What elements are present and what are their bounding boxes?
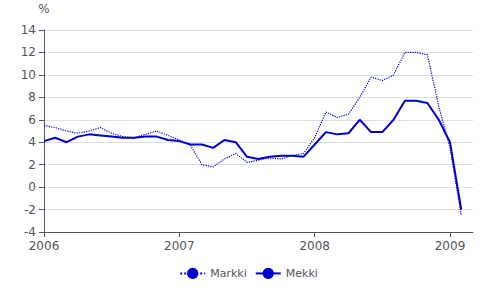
svg-text:6: 6 <box>28 113 36 127</box>
svg-text:2006: 2006 <box>29 239 60 253</box>
svg-text:Markki: Markki <box>210 267 247 280</box>
svg-text:2007: 2007 <box>164 239 195 253</box>
svg-text:%: % <box>38 2 49 16</box>
svg-text:2008: 2008 <box>299 239 330 253</box>
svg-text:-2: -2 <box>24 203 36 217</box>
svg-text:10: 10 <box>21 68 36 82</box>
svg-text:4: 4 <box>28 135 36 149</box>
svg-text:2009: 2009 <box>435 239 466 253</box>
svg-text:12: 12 <box>21 45 36 59</box>
svg-text:0: 0 <box>28 180 36 194</box>
svg-text:8: 8 <box>28 90 36 104</box>
svg-text:-4: -4 <box>24 225 36 239</box>
svg-text:Mekki: Mekki <box>286 267 318 280</box>
svg-text:14: 14 <box>21 23 36 37</box>
svg-text:2: 2 <box>28 158 36 172</box>
